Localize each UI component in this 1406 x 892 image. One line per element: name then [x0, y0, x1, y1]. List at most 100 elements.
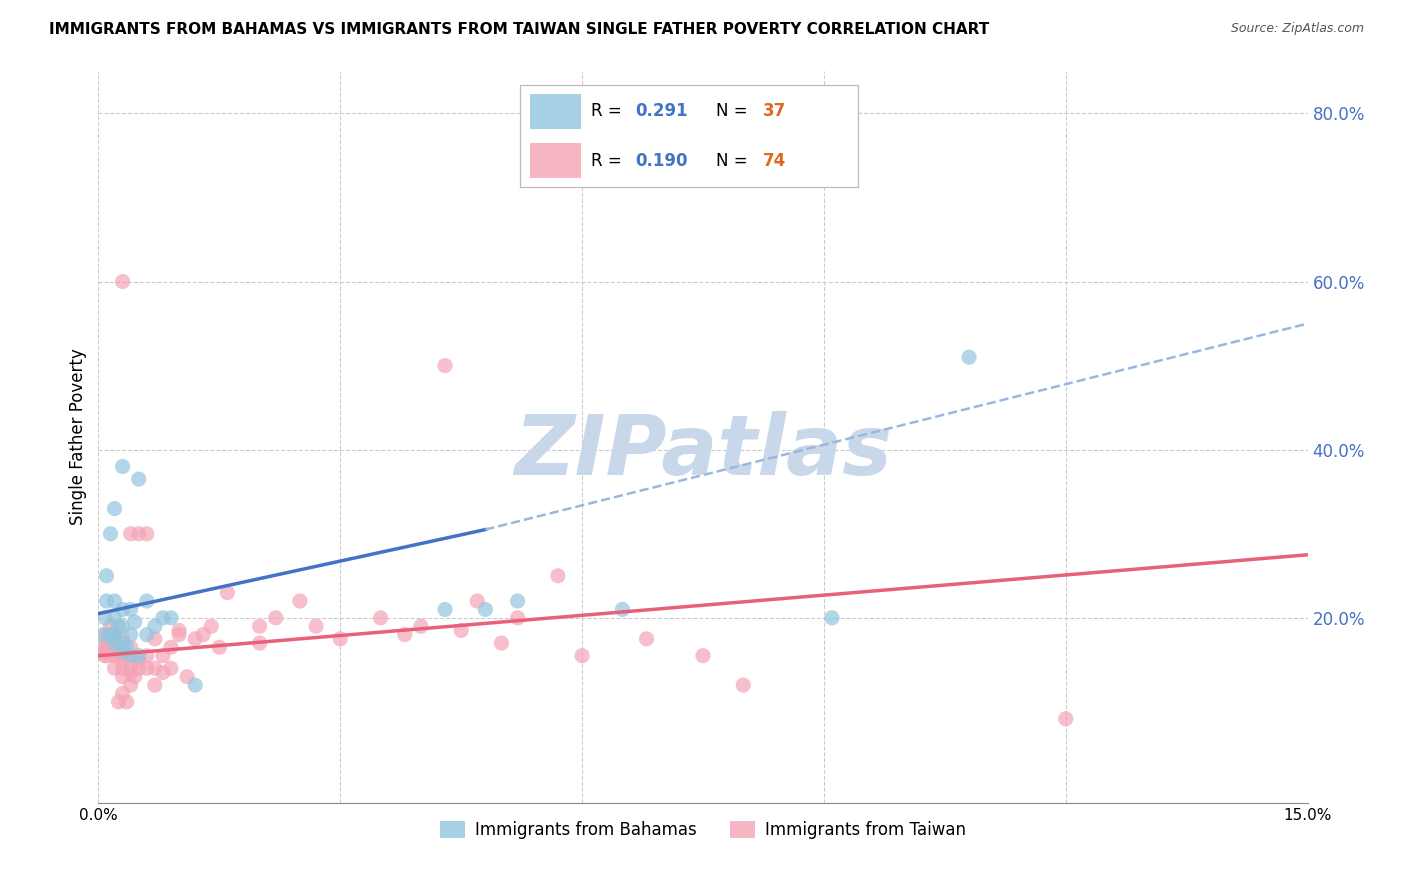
Point — [111, 648, 134, 663]
Text: N =: N = — [716, 152, 752, 169]
Point — [124, 670, 146, 684]
Point — [249, 619, 271, 633]
Point — [91, 644, 114, 658]
Text: N =: N = — [716, 103, 752, 120]
Point — [111, 459, 134, 474]
Point — [200, 619, 222, 633]
Point — [96, 569, 118, 583]
Point — [120, 665, 142, 680]
Point — [103, 648, 125, 663]
Point — [103, 644, 125, 658]
Text: Source: ZipAtlas.com: Source: ZipAtlas.com — [1230, 22, 1364, 36]
Point — [100, 526, 122, 541]
Point — [506, 611, 529, 625]
Point — [103, 636, 125, 650]
Point — [733, 678, 755, 692]
Point — [115, 695, 138, 709]
Point — [94, 611, 117, 625]
Point — [103, 611, 125, 625]
Y-axis label: Single Father Poverty: Single Father Poverty — [69, 349, 87, 525]
Point — [128, 526, 150, 541]
Point — [103, 627, 125, 641]
Point — [111, 636, 134, 650]
Point — [115, 640, 138, 655]
Point — [217, 585, 239, 599]
Point — [111, 632, 134, 646]
Point — [120, 627, 142, 641]
Point — [103, 594, 125, 608]
Point — [120, 526, 142, 541]
Text: R =: R = — [591, 152, 627, 169]
Point — [96, 644, 118, 658]
Point — [128, 661, 150, 675]
Point — [120, 640, 142, 655]
Text: R =: R = — [591, 103, 627, 120]
Point — [107, 619, 129, 633]
Text: ZIPatlas: ZIPatlas — [515, 411, 891, 492]
Point — [208, 640, 231, 655]
Point — [100, 619, 122, 633]
Legend: Immigrants from Bahamas, Immigrants from Taiwan: Immigrants from Bahamas, Immigrants from… — [433, 814, 973, 846]
Point — [184, 678, 207, 692]
Point — [184, 632, 207, 646]
Point — [94, 648, 117, 663]
Point — [305, 619, 328, 633]
Text: IMMIGRANTS FROM BAHAMAS VS IMMIGRANTS FROM TAIWAN SINGLE FATHER POVERTY CORRELAT: IMMIGRANTS FROM BAHAMAS VS IMMIGRANTS FR… — [49, 22, 990, 37]
Point — [96, 594, 118, 608]
Point — [103, 640, 125, 655]
Point — [96, 648, 118, 663]
Point — [152, 665, 174, 680]
Point — [193, 627, 215, 641]
Point — [128, 648, 150, 663]
Point — [96, 627, 118, 641]
FancyBboxPatch shape — [530, 94, 581, 128]
Point — [249, 636, 271, 650]
Point — [491, 636, 513, 650]
Point — [595, 174, 617, 188]
Point — [409, 619, 432, 633]
Point — [120, 661, 142, 675]
Point — [120, 648, 142, 663]
Point — [135, 526, 157, 541]
Point — [434, 359, 457, 373]
Point — [450, 624, 472, 638]
Point — [160, 640, 183, 655]
Point — [434, 602, 457, 616]
Point — [111, 686, 134, 700]
Point — [111, 602, 134, 616]
Point — [111, 670, 134, 684]
Text: 74: 74 — [763, 152, 786, 169]
Point — [160, 611, 183, 625]
FancyBboxPatch shape — [530, 144, 581, 178]
Point — [103, 501, 125, 516]
Point — [96, 636, 118, 650]
Point — [288, 594, 311, 608]
Point — [957, 350, 980, 364]
Point — [91, 627, 114, 641]
Point — [103, 648, 125, 663]
Point — [111, 275, 134, 289]
Point — [692, 648, 714, 663]
Point — [571, 648, 593, 663]
Point — [506, 594, 529, 608]
Point — [143, 678, 166, 692]
Point — [103, 627, 125, 641]
Point — [103, 632, 125, 646]
Point — [547, 569, 569, 583]
Text: 0.190: 0.190 — [636, 152, 688, 169]
Point — [152, 648, 174, 663]
Point — [143, 632, 166, 646]
Text: 37: 37 — [763, 103, 786, 120]
Point — [176, 670, 198, 684]
Point — [1054, 712, 1077, 726]
Text: 0.291: 0.291 — [636, 103, 688, 120]
Point — [103, 636, 125, 650]
Point — [135, 594, 157, 608]
Point — [128, 472, 150, 486]
Point — [465, 594, 488, 608]
Point — [160, 661, 183, 675]
Point — [111, 653, 134, 667]
Point — [111, 644, 134, 658]
Point — [474, 602, 496, 616]
Point — [96, 640, 118, 655]
